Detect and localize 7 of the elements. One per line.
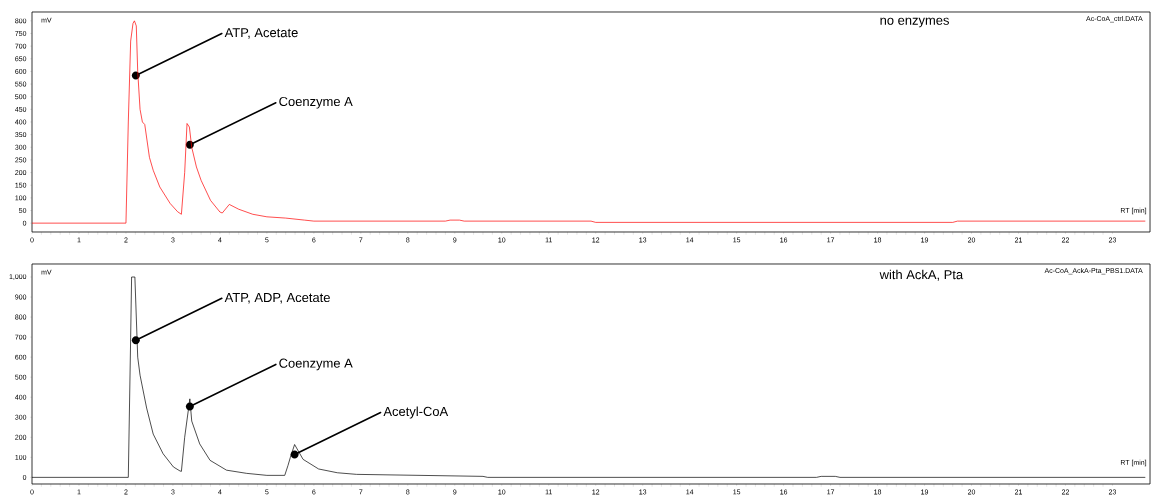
annotation: Coenzyme A [279, 358, 353, 371]
annotation: with AckA, Pta [879, 269, 964, 281]
annotation: Coenzyme A [279, 96, 353, 109]
annotation: Acetyl-CoA [383, 406, 449, 419]
annotation: ATP, Acetate [224, 28, 298, 39]
annotation: no enzymes [880, 17, 949, 28]
annotation: ATP, ADP, Acetate [224, 293, 330, 304]
